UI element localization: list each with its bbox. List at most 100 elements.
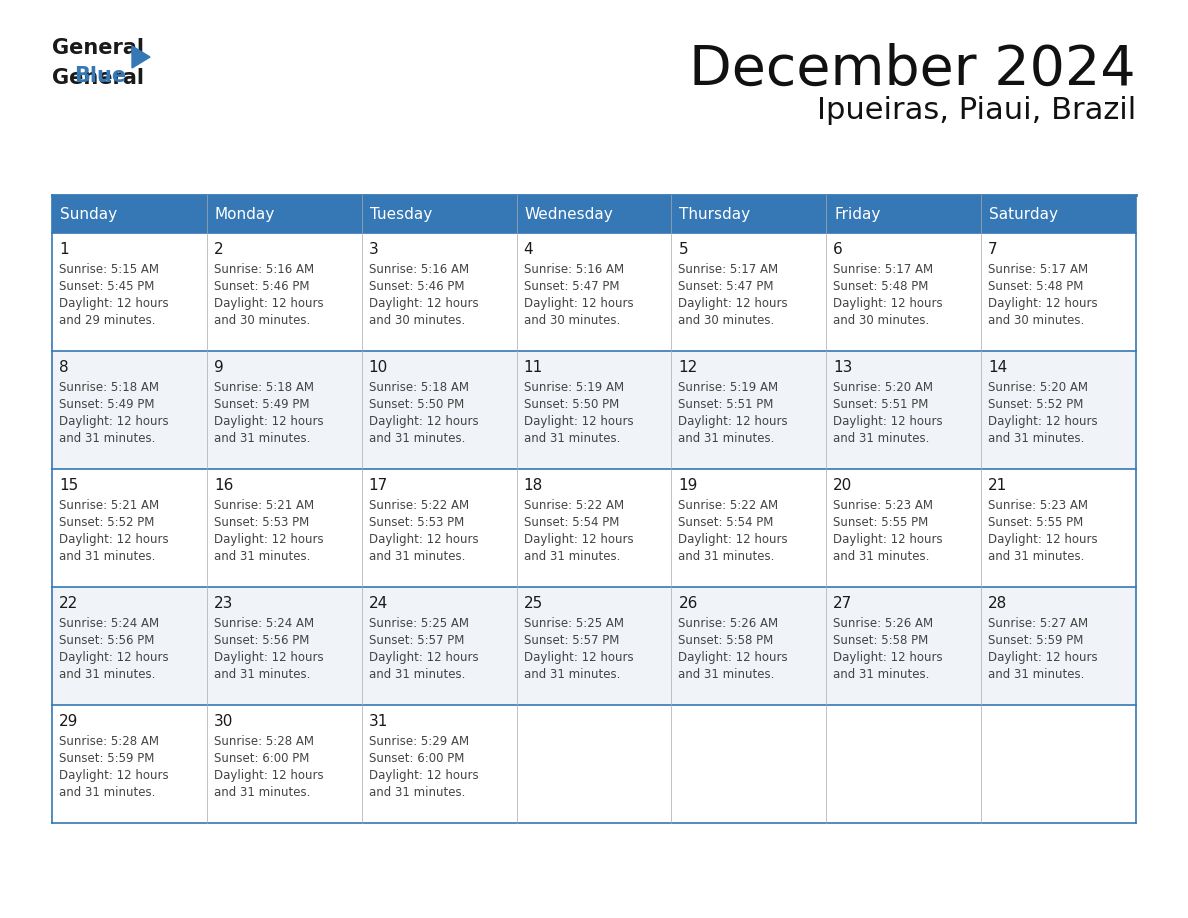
Text: Daylight: 12 hours: Daylight: 12 hours	[988, 651, 1098, 664]
Text: Sunrise: 5:21 AM: Sunrise: 5:21 AM	[214, 499, 314, 512]
Text: Sunrise: 5:28 AM: Sunrise: 5:28 AM	[214, 735, 314, 748]
Text: Sunrise: 5:20 AM: Sunrise: 5:20 AM	[833, 381, 934, 394]
Text: 26: 26	[678, 596, 697, 611]
Text: Sunset: 5:52 PM: Sunset: 5:52 PM	[59, 516, 154, 529]
Text: Sunset: 5:46 PM: Sunset: 5:46 PM	[368, 280, 465, 293]
Text: Sunset: 5:54 PM: Sunset: 5:54 PM	[678, 516, 773, 529]
Text: Sunset: 5:55 PM: Sunset: 5:55 PM	[833, 516, 929, 529]
Text: and 31 minutes.: and 31 minutes.	[214, 550, 310, 563]
Text: Sunrise: 5:26 AM: Sunrise: 5:26 AM	[833, 617, 934, 630]
Text: and 31 minutes.: and 31 minutes.	[59, 550, 156, 563]
Text: Daylight: 12 hours: Daylight: 12 hours	[524, 415, 633, 428]
Text: and 31 minutes.: and 31 minutes.	[524, 668, 620, 681]
Text: Sunrise: 5:18 AM: Sunrise: 5:18 AM	[368, 381, 469, 394]
Text: Sunrise: 5:22 AM: Sunrise: 5:22 AM	[524, 499, 624, 512]
Text: 29: 29	[59, 714, 78, 729]
Polygon shape	[132, 46, 150, 68]
Text: Daylight: 12 hours: Daylight: 12 hours	[59, 769, 169, 782]
Text: Sunset: 5:58 PM: Sunset: 5:58 PM	[678, 634, 773, 647]
Text: and 31 minutes.: and 31 minutes.	[368, 668, 465, 681]
Text: Daylight: 12 hours: Daylight: 12 hours	[678, 415, 788, 428]
Text: and 30 minutes.: and 30 minutes.	[368, 314, 465, 327]
Text: 16: 16	[214, 478, 233, 493]
Text: 2: 2	[214, 242, 223, 257]
Text: and 31 minutes.: and 31 minutes.	[833, 550, 930, 563]
Text: Sunrise: 5:17 AM: Sunrise: 5:17 AM	[988, 263, 1088, 276]
Bar	[52, 195, 207, 233]
Text: Sunrise: 5:19 AM: Sunrise: 5:19 AM	[678, 381, 778, 394]
Text: Daylight: 12 hours: Daylight: 12 hours	[833, 297, 943, 310]
Text: General: General	[52, 38, 144, 58]
Text: 31: 31	[368, 714, 388, 729]
Text: 9: 9	[214, 360, 223, 375]
Text: and 29 minutes.: and 29 minutes.	[59, 314, 156, 327]
Text: Sunrise: 5:24 AM: Sunrise: 5:24 AM	[214, 617, 314, 630]
Text: and 31 minutes.: and 31 minutes.	[678, 668, 775, 681]
Bar	[517, 195, 671, 233]
Text: 12: 12	[678, 360, 697, 375]
Text: 24: 24	[368, 596, 388, 611]
Text: Sunrise: 5:23 AM: Sunrise: 5:23 AM	[988, 499, 1088, 512]
Text: Sunrise: 5:16 AM: Sunrise: 5:16 AM	[368, 263, 469, 276]
Text: Sunset: 5:48 PM: Sunset: 5:48 PM	[988, 280, 1083, 293]
Text: Sunset: 5:47 PM: Sunset: 5:47 PM	[678, 280, 773, 293]
Bar	[52, 469, 1136, 587]
Text: Sunrise: 5:23 AM: Sunrise: 5:23 AM	[833, 499, 934, 512]
Text: and 30 minutes.: and 30 minutes.	[988, 314, 1085, 327]
Text: Sunrise: 5:16 AM: Sunrise: 5:16 AM	[524, 263, 624, 276]
Text: Sunrise: 5:26 AM: Sunrise: 5:26 AM	[678, 617, 778, 630]
Text: Daylight: 12 hours: Daylight: 12 hours	[988, 297, 1098, 310]
Text: and 31 minutes.: and 31 minutes.	[678, 432, 775, 445]
Text: Sunrise: 5:24 AM: Sunrise: 5:24 AM	[59, 617, 159, 630]
Text: Daylight: 12 hours: Daylight: 12 hours	[214, 297, 323, 310]
Text: and 31 minutes.: and 31 minutes.	[214, 786, 310, 799]
Text: and 30 minutes.: and 30 minutes.	[833, 314, 929, 327]
Bar	[207, 195, 361, 233]
Text: and 30 minutes.: and 30 minutes.	[214, 314, 310, 327]
Text: Sunrise: 5:15 AM: Sunrise: 5:15 AM	[59, 263, 159, 276]
Text: 22: 22	[59, 596, 78, 611]
Text: and 30 minutes.: and 30 minutes.	[524, 314, 620, 327]
Text: Sunrise: 5:17 AM: Sunrise: 5:17 AM	[678, 263, 778, 276]
Text: Sunset: 5:51 PM: Sunset: 5:51 PM	[833, 398, 929, 411]
Text: General: General	[52, 68, 144, 88]
Text: 21: 21	[988, 478, 1007, 493]
Text: Daylight: 12 hours: Daylight: 12 hours	[678, 533, 788, 546]
Bar	[981, 195, 1136, 233]
Text: 25: 25	[524, 596, 543, 611]
Text: 11: 11	[524, 360, 543, 375]
Text: Sunset: 5:48 PM: Sunset: 5:48 PM	[833, 280, 929, 293]
Text: Sunrise: 5:18 AM: Sunrise: 5:18 AM	[214, 381, 314, 394]
Text: 19: 19	[678, 478, 697, 493]
Text: Daylight: 12 hours: Daylight: 12 hours	[214, 415, 323, 428]
Text: and 31 minutes.: and 31 minutes.	[214, 668, 310, 681]
Text: 13: 13	[833, 360, 853, 375]
Text: Sunset: 5:53 PM: Sunset: 5:53 PM	[368, 516, 465, 529]
Text: Sunset: 5:59 PM: Sunset: 5:59 PM	[988, 634, 1083, 647]
Text: 20: 20	[833, 478, 853, 493]
Text: 7: 7	[988, 242, 998, 257]
Text: Sunset: 5:54 PM: Sunset: 5:54 PM	[524, 516, 619, 529]
Text: Sunset: 5:57 PM: Sunset: 5:57 PM	[524, 634, 619, 647]
Bar	[52, 233, 1136, 351]
Bar	[671, 195, 827, 233]
Text: 4: 4	[524, 242, 533, 257]
Text: and 31 minutes.: and 31 minutes.	[678, 550, 775, 563]
Text: Sunset: 5:51 PM: Sunset: 5:51 PM	[678, 398, 773, 411]
Text: and 31 minutes.: and 31 minutes.	[988, 668, 1085, 681]
Text: and 31 minutes.: and 31 minutes.	[214, 432, 310, 445]
Text: Sunrise: 5:22 AM: Sunrise: 5:22 AM	[678, 499, 778, 512]
Text: Sunrise: 5:20 AM: Sunrise: 5:20 AM	[988, 381, 1088, 394]
Text: Daylight: 12 hours: Daylight: 12 hours	[524, 533, 633, 546]
Text: Wednesday: Wednesday	[525, 207, 613, 221]
Bar	[52, 705, 1136, 823]
Text: Sunday: Sunday	[61, 207, 118, 221]
Text: and 31 minutes.: and 31 minutes.	[59, 432, 156, 445]
Text: Daylight: 12 hours: Daylight: 12 hours	[524, 297, 633, 310]
Bar	[52, 351, 1136, 469]
Text: Sunset: 5:52 PM: Sunset: 5:52 PM	[988, 398, 1083, 411]
Bar	[52, 587, 1136, 705]
Text: Sunset: 5:56 PM: Sunset: 5:56 PM	[214, 634, 309, 647]
Text: Sunset: 6:00 PM: Sunset: 6:00 PM	[214, 752, 309, 765]
Text: Sunset: 5:57 PM: Sunset: 5:57 PM	[368, 634, 465, 647]
